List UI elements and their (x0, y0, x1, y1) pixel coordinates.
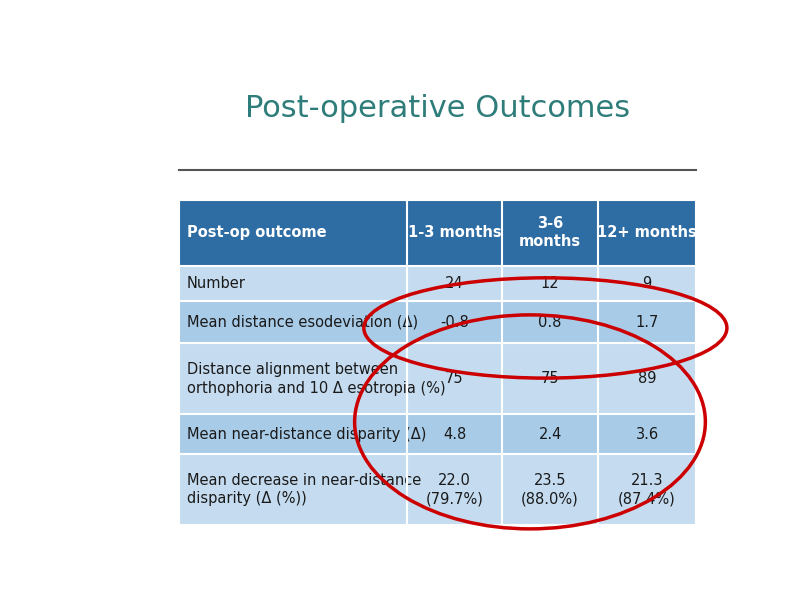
Text: -0.8: -0.8 (440, 315, 469, 330)
Bar (179, 454, 696, 525)
Text: 0.8: 0.8 (538, 315, 562, 330)
Bar (179, 301, 696, 343)
Text: 12+ months: 12+ months (597, 225, 697, 240)
Text: 23.5
(88.0%): 23.5 (88.0%) (521, 473, 579, 506)
Text: Mean decrease in near-distance
disparity (Δ (%)): Mean decrease in near-distance disparity… (187, 473, 421, 506)
Text: Mean near-distance disparity (Δ): Mean near-distance disparity (Δ) (187, 427, 426, 441)
Text: Number: Number (187, 276, 245, 291)
Text: 9: 9 (642, 276, 652, 291)
Text: 3.6: 3.6 (635, 427, 658, 441)
Bar (179, 200, 696, 266)
Text: 12: 12 (541, 276, 560, 291)
Text: 1-3 months: 1-3 months (407, 225, 501, 240)
Text: 1.7: 1.7 (635, 315, 659, 330)
Text: 21.3
(87.4%): 21.3 (87.4%) (619, 473, 676, 506)
Text: 2.4: 2.4 (538, 427, 562, 441)
Text: 4.8: 4.8 (443, 427, 466, 441)
Text: 22.0
(79.7%): 22.0 (79.7%) (426, 473, 484, 506)
Text: Distance alignment between
orthophoria and 10 Δ esotropia (%): Distance alignment between orthophoria a… (187, 362, 445, 396)
Text: 3-6
months: 3-6 months (519, 216, 581, 249)
Text: 24: 24 (445, 276, 464, 291)
Text: Post-operative Outcomes: Post-operative Outcomes (245, 94, 630, 123)
Bar (179, 266, 696, 301)
Bar (179, 414, 696, 454)
Text: 89: 89 (638, 371, 657, 386)
Text: 75: 75 (541, 371, 560, 386)
Bar (179, 200, 696, 525)
Text: Mean distance esodeviation (Δ): Mean distance esodeviation (Δ) (187, 315, 418, 330)
Text: Post-op outcome: Post-op outcome (187, 225, 326, 240)
Text: 75: 75 (445, 371, 464, 386)
Bar (179, 343, 696, 414)
